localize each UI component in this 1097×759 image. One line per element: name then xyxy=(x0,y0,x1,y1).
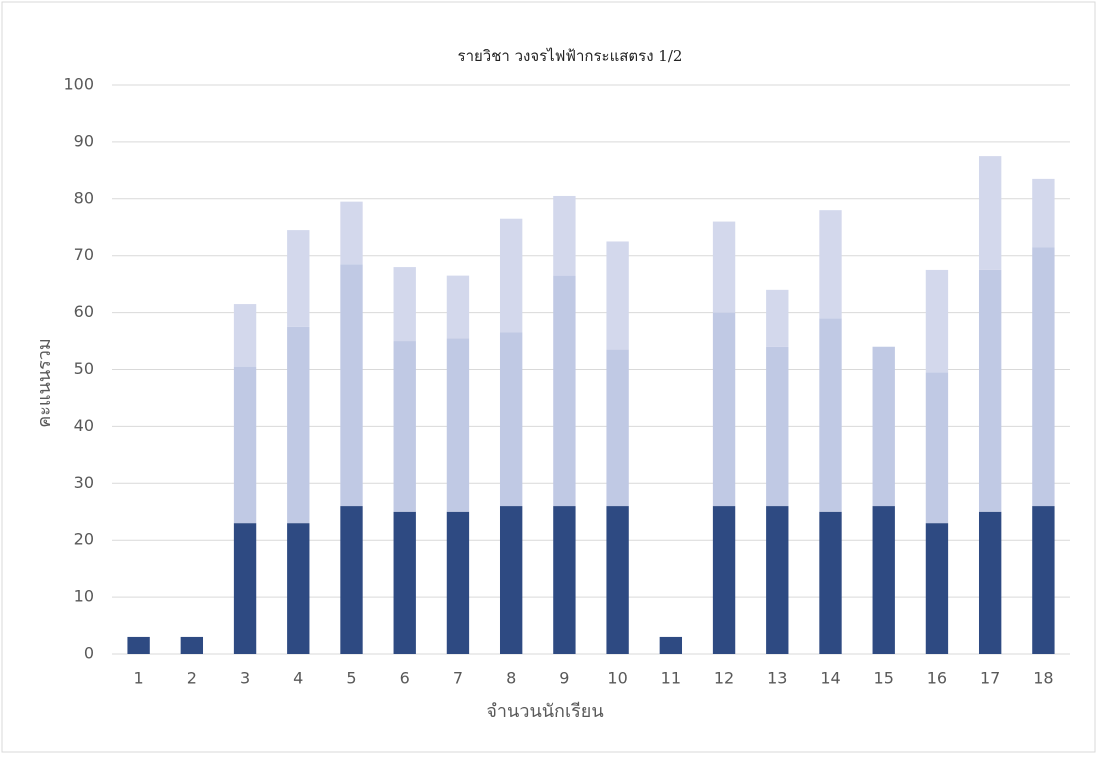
x-tick-label: 4 xyxy=(293,669,303,688)
bar-segment xyxy=(872,506,895,654)
y-tick-label: 80 xyxy=(74,188,94,207)
bar-segment xyxy=(233,366,257,524)
bar-segment xyxy=(712,312,736,507)
bar-segment xyxy=(233,523,257,654)
bar-segment xyxy=(340,201,363,265)
bar-segment xyxy=(340,264,363,507)
x-tick-label: 3 xyxy=(240,669,250,688)
bar-segment xyxy=(1032,247,1055,507)
x-tick-label: 13 xyxy=(767,669,787,688)
chart-title: รายวิชา วงจรไฟฟ้ากระแสตรง 1/2 xyxy=(458,47,683,65)
x-tick-label: 5 xyxy=(346,669,356,688)
bar-segment xyxy=(925,523,949,654)
bar-segment xyxy=(553,195,576,276)
bar-segment xyxy=(659,636,683,654)
y-tick-label: 0 xyxy=(84,644,94,663)
bar-segment xyxy=(287,230,310,327)
bar-segment xyxy=(606,349,629,507)
bar-segment xyxy=(499,506,523,654)
x-tick-label: 6 xyxy=(400,669,410,688)
y-tick-label: 20 xyxy=(74,530,94,549)
bar-segment xyxy=(287,326,310,524)
bar-segment xyxy=(978,156,1002,270)
bar-segment xyxy=(446,275,470,339)
bar-segment xyxy=(712,221,736,313)
y-tick-label: 30 xyxy=(74,473,94,492)
x-tick-label: 9 xyxy=(559,669,569,688)
bar-segment xyxy=(766,289,789,347)
y-tick-label: 60 xyxy=(74,302,94,321)
x-tick-label: 10 xyxy=(607,669,627,688)
x-tick-label: 18 xyxy=(1033,669,1053,688)
x-tick-label: 7 xyxy=(453,669,463,688)
bar-segment xyxy=(1032,506,1055,654)
bar-segment xyxy=(712,506,736,654)
x-tick-label: 1 xyxy=(134,669,144,688)
bar-segment xyxy=(925,372,949,524)
x-tick-label: 12 xyxy=(714,669,734,688)
bar-segment xyxy=(766,506,789,654)
bar-segment xyxy=(393,341,416,512)
bar-segment xyxy=(499,332,523,507)
bar-segment xyxy=(287,523,310,654)
y-tick-label: 40 xyxy=(74,416,94,435)
bar-segment xyxy=(819,318,842,512)
y-tick-label: 100 xyxy=(63,75,94,94)
bar-segment xyxy=(606,506,629,654)
bar-segment xyxy=(553,275,576,507)
bar-segment xyxy=(606,241,629,350)
bar-segment xyxy=(1032,178,1055,248)
bar-segment xyxy=(393,511,416,654)
x-axis-title: จำนวนนักเรียน xyxy=(486,701,603,722)
bar-segment xyxy=(978,269,1002,512)
y-tick-label: 90 xyxy=(74,131,94,150)
bar-segment xyxy=(553,506,576,654)
bar-segment xyxy=(499,218,523,333)
bar-segment xyxy=(872,346,895,507)
x-tick-label: 2 xyxy=(187,669,197,688)
bar-segment xyxy=(127,636,150,654)
y-tick-label: 10 xyxy=(74,587,94,606)
bar-segment xyxy=(180,636,204,654)
bar-segment xyxy=(819,210,842,319)
bar-segment xyxy=(978,511,1002,654)
y-axis-title: คะแนนรวม xyxy=(34,338,55,428)
x-tick-label: 8 xyxy=(506,669,516,688)
bar-segment xyxy=(340,506,363,654)
x-tick-label: 15 xyxy=(874,669,894,688)
x-tick-label: 11 xyxy=(661,669,681,688)
x-tick-label: 14 xyxy=(820,669,840,688)
bar-segment xyxy=(233,304,257,367)
bar-segment xyxy=(393,267,416,342)
y-tick-label: 70 xyxy=(74,245,94,264)
x-tick-label: 17 xyxy=(980,669,1000,688)
bar-segment xyxy=(446,338,470,512)
bar-segment xyxy=(766,346,789,507)
x-tick-label: 16 xyxy=(927,669,947,688)
y-tick-label: 50 xyxy=(74,359,94,378)
bar-segment xyxy=(819,511,842,654)
bar-segment xyxy=(446,511,470,654)
bar-segment xyxy=(925,269,949,373)
